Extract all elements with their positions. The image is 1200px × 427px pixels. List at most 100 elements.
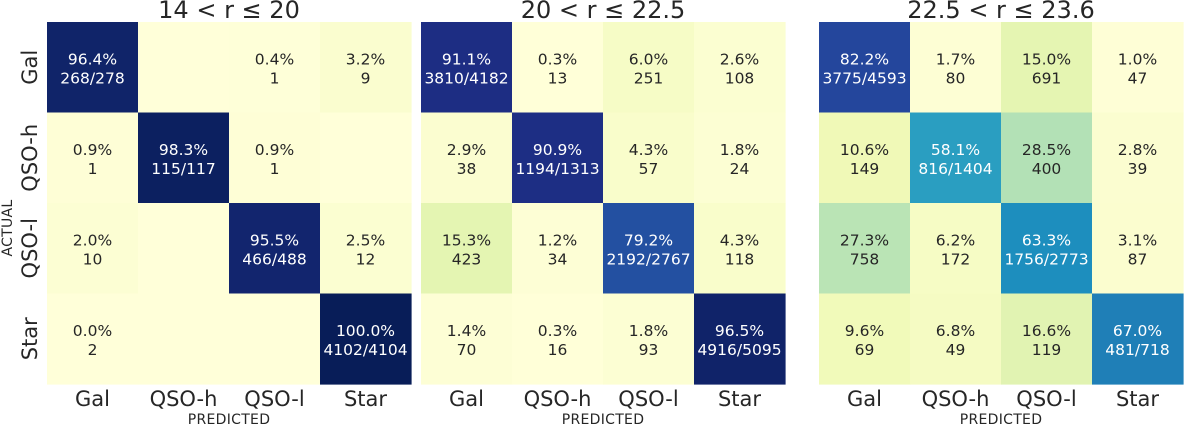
heatmap-cell xyxy=(320,203,412,295)
cell-count-label: 1 xyxy=(88,160,98,178)
cell-count-label: 149 xyxy=(850,160,880,178)
heatmap-cell xyxy=(138,293,230,385)
cell-percent-label: 1.0% xyxy=(1118,50,1157,68)
heatmap-cell xyxy=(1001,22,1093,114)
cell-percent-label: 1.7% xyxy=(936,50,975,68)
cell-percent-label: 1.8% xyxy=(629,322,668,340)
heatmap-cell xyxy=(910,112,1002,204)
y-axis-label: ACTUAL xyxy=(0,199,16,256)
cell-count-label: 70 xyxy=(457,341,477,359)
cell-percent-label: 58.1% xyxy=(931,141,980,159)
cell-percent-label: 95.5% xyxy=(250,231,299,249)
heatmap-cell xyxy=(694,22,786,114)
heatmap-cell xyxy=(819,293,911,385)
cell-percent-label: 0.4% xyxy=(255,50,294,68)
cell-percent-label: 28.5% xyxy=(1022,141,1071,159)
cell-count-label: 4102/4104 xyxy=(323,341,407,359)
x-tick-label: QSO-l xyxy=(1016,387,1076,411)
x-tick-label: Star xyxy=(718,387,761,411)
cell-percent-label: 2.9% xyxy=(447,141,486,159)
cell-percent-label: 0.0% xyxy=(73,322,112,340)
cell-count-label: 34 xyxy=(548,250,568,268)
heatmap-panel-3: 22.5 < r ≤ 23.6 82.2%3775/4593 1.7%80 15.0%… xyxy=(819,0,1184,427)
heatmap-cell xyxy=(819,22,911,114)
cell-count-label: 69 xyxy=(855,341,875,359)
cell-percent-label: 2.8% xyxy=(1118,141,1157,159)
heatmap-cell xyxy=(1092,112,1184,204)
heatmap-cell xyxy=(603,203,695,295)
cell-count-label: 39 xyxy=(1128,160,1148,178)
x-axis-label: PREDICTED xyxy=(188,412,271,427)
heatmap-cell xyxy=(910,293,1002,385)
heatmap-cell xyxy=(1001,112,1093,204)
y-tick-label: QSO-l xyxy=(18,218,42,278)
heatmap-cell xyxy=(47,203,139,295)
x-tick-label: Gal xyxy=(75,387,110,411)
cell-count-label: 87 xyxy=(1128,250,1148,268)
cell-count-label: 2 xyxy=(88,341,98,359)
cell-percent-label: 91.1% xyxy=(442,50,491,68)
heatmap-cell xyxy=(694,203,786,295)
cell-count-label: 38 xyxy=(457,160,477,178)
panel-title: 20 < r ≤ 22.5 xyxy=(521,0,686,24)
heatmap-cell xyxy=(603,112,695,204)
cell-percent-label: 79.2% xyxy=(624,231,673,249)
cell-percent-label: 2.6% xyxy=(720,50,759,68)
heatmap-cell xyxy=(512,22,604,114)
cell-count-label: 118 xyxy=(725,250,755,268)
heatmap-cell xyxy=(1092,293,1184,385)
heatmap-cell xyxy=(1092,22,1184,114)
x-tick-label: Gal xyxy=(449,387,484,411)
heatmap-cell xyxy=(819,112,911,204)
cell-count-label: 423 xyxy=(452,250,482,268)
x-tick-label: QSO-l xyxy=(618,387,678,411)
heatmap-cell xyxy=(819,203,911,295)
cell-percent-label: 90.9% xyxy=(533,141,582,159)
cell-percent-label: 6.8% xyxy=(936,322,975,340)
heatmap-cell xyxy=(603,22,695,114)
cell-percent-label: 1.4% xyxy=(447,322,486,340)
x-tick-label: QSO-l xyxy=(244,387,304,411)
heatmap-cell xyxy=(421,203,513,295)
heatmap-cell xyxy=(229,203,321,295)
heatmap-cell xyxy=(229,293,321,385)
cell-percent-label: 2.0% xyxy=(73,231,112,249)
heatmap-cell xyxy=(1092,203,1184,295)
cell-count-label: 1 xyxy=(270,69,280,87)
cell-count-label: 1194/1313 xyxy=(515,160,599,178)
heatmap-cell xyxy=(421,22,513,114)
y-tick-label: QSO-h xyxy=(18,124,42,192)
heatmap-cell xyxy=(138,22,230,114)
cell-count-label: 251 xyxy=(634,69,664,87)
heatmap-cell xyxy=(47,293,139,385)
cell-percent-label: 4.3% xyxy=(720,231,759,249)
heatmap-cell xyxy=(229,112,321,204)
cell-count-label: 12 xyxy=(356,250,376,268)
heatmap-cell xyxy=(138,112,230,204)
panel-title: 22.5 < r ≤ 23.6 xyxy=(907,0,1094,24)
heatmap-cell xyxy=(512,293,604,385)
cell-percent-label: 67.0% xyxy=(1113,322,1162,340)
cell-percent-label: 16.6% xyxy=(1022,322,1071,340)
cell-count-label: 10 xyxy=(83,250,103,268)
cell-count-label: 172 xyxy=(941,250,971,268)
cell-count-label: 16 xyxy=(548,341,568,359)
cell-count-label: 758 xyxy=(850,250,880,268)
cell-count-label: 1 xyxy=(270,160,280,178)
y-tick-label: Gal xyxy=(18,50,42,85)
heatmap-cell xyxy=(138,203,230,295)
cell-percent-label: 9.6% xyxy=(845,322,884,340)
cell-percent-label: 2.5% xyxy=(346,231,385,249)
cell-count-label: 49 xyxy=(946,341,966,359)
cell-percent-label: 6.0% xyxy=(629,50,668,68)
cell-percent-label: 96.4% xyxy=(68,50,117,68)
cell-count-label: 2192/2767 xyxy=(606,250,690,268)
cell-count-label: 13 xyxy=(548,69,568,87)
x-axis-label: PREDICTED xyxy=(562,412,645,427)
x-tick-label: QSO-h xyxy=(922,387,990,411)
heatmap-cell xyxy=(694,112,786,204)
heatmap-cell xyxy=(229,22,321,114)
cell-percent-label: 10.6% xyxy=(840,141,889,159)
cell-percent-label: 15.0% xyxy=(1022,50,1071,68)
cell-percent-label: 3.1% xyxy=(1118,231,1157,249)
